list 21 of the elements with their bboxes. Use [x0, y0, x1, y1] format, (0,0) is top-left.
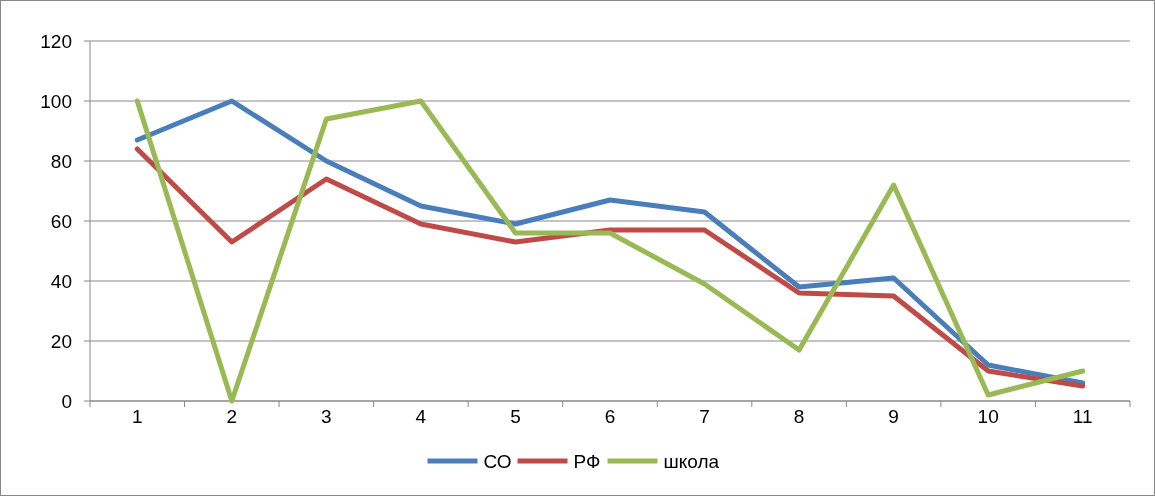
- x-tick-label: 7: [699, 406, 710, 427]
- y-tick-label: 40: [50, 270, 72, 292]
- x-tick-label: 4: [415, 406, 427, 427]
- y-tick-label: 20: [50, 330, 72, 352]
- x-tick-label: 8: [793, 406, 805, 427]
- x-tick-label: 3: [321, 406, 332, 427]
- x-tick-label: 9: [888, 406, 899, 427]
- x-tick-label: 10: [977, 406, 999, 427]
- y-tick-label: 0: [61, 390, 72, 412]
- legend-label: РФ: [573, 450, 601, 472]
- legend-label: СО: [483, 450, 512, 472]
- x-tick-label: 5: [510, 406, 521, 427]
- x-tick-label: 1: [131, 406, 143, 427]
- y-tick-label: 120: [40, 30, 72, 52]
- legend-label: школа: [663, 450, 720, 472]
- y-tick-label: 100: [40, 90, 72, 112]
- x-tick-label: 2: [226, 406, 238, 427]
- x-tick-label: 11: [1072, 406, 1093, 427]
- x-tick-label: 6: [604, 406, 616, 427]
- y-tick-label: 60: [50, 210, 72, 232]
- y-tick-label: 80: [50, 150, 72, 172]
